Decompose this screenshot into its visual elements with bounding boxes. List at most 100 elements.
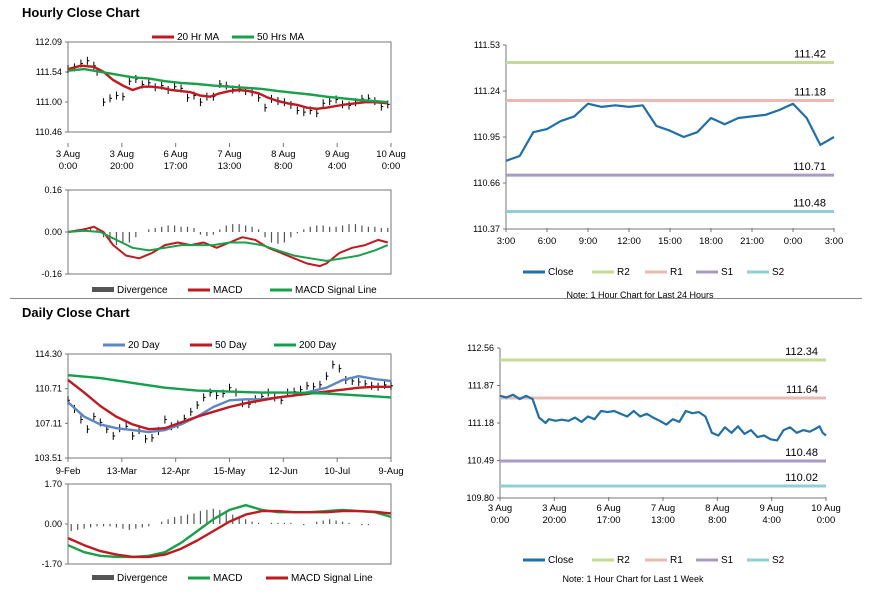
y-tick-label: 110.71 bbox=[35, 384, 62, 394]
y-tick-label: 112.56 bbox=[467, 343, 494, 353]
legend-label: 50 Day bbox=[215, 340, 247, 351]
x-tick-label: 7 Aug bbox=[651, 503, 675, 514]
signal-line bbox=[67, 509, 392, 559]
x-tick-label: 9-Feb bbox=[56, 466, 81, 477]
x-tick-label: 0:00 bbox=[784, 236, 803, 247]
y-tick-label: 110.46 bbox=[35, 127, 62, 137]
x-tick-label: 6 Aug bbox=[597, 503, 621, 514]
legend-label: S2 bbox=[772, 555, 785, 566]
x-tick-label: 8:00 bbox=[274, 161, 293, 172]
legend-label: 50 Hrs MA bbox=[257, 32, 305, 43]
x-tick-label: 3 Aug bbox=[542, 503, 566, 514]
legend-label: Divergence bbox=[117, 573, 168, 584]
close-line bbox=[505, 102, 835, 162]
y-tick-label: 111.00 bbox=[36, 97, 62, 107]
x-tick-label: 10 Aug bbox=[811, 503, 841, 514]
x-tick-label: 18:00 bbox=[699, 236, 723, 247]
legend-label: 20 Hr MA bbox=[177, 32, 220, 43]
level-label-r1: 111.18 bbox=[794, 87, 826, 99]
y-tick-label: 110.95 bbox=[473, 132, 500, 142]
legend-swatch bbox=[92, 287, 114, 292]
legend-label: 20 Day bbox=[128, 340, 160, 351]
x-tick-label: 17:00 bbox=[164, 161, 188, 172]
level-label-r1: 111.64 bbox=[786, 384, 818, 396]
x-tick-label: 13:00 bbox=[218, 161, 242, 172]
level-label-s1: 110.71 bbox=[793, 161, 826, 173]
x-tick-label: 3 Aug bbox=[56, 149, 80, 160]
y-tick-label: 110.37 bbox=[473, 224, 500, 234]
x-tick-label: 0:00 bbox=[382, 161, 401, 172]
y-tick-label: 1.70 bbox=[44, 479, 62, 489]
y-tick-label: -1.70 bbox=[41, 559, 62, 569]
hourly-levels-chart: 111.53 111.24 110.95 110.66 110.37 111.42 111.… bbox=[473, 40, 844, 300]
x-tick-label: 15-May bbox=[214, 466, 246, 477]
x-tick-label: 20:00 bbox=[542, 515, 566, 526]
legend-label: Close bbox=[548, 555, 574, 566]
x-tick-label: 8 Aug bbox=[271, 149, 295, 160]
y-tick-label: 0.00 bbox=[44, 227, 62, 237]
legend-label: R1 bbox=[670, 267, 683, 278]
level-label-s1: 110.48 bbox=[785, 447, 818, 459]
legend-label: Close bbox=[548, 267, 574, 278]
daily-levels-chart: 112.56 111.87 111.18 110.49 109.80 112.34 111.… bbox=[466, 343, 841, 584]
x-tick-label: 12-Apr bbox=[161, 466, 190, 477]
series-2-line bbox=[67, 67, 388, 104]
x-tick-label: 12:00 bbox=[617, 236, 641, 247]
level-label-s2: 110.48 bbox=[793, 198, 826, 210]
macd-line bbox=[67, 504, 392, 559]
y-tick-label: 111.54 bbox=[36, 67, 62, 77]
legend-label: R2 bbox=[617, 267, 630, 278]
x-tick-label: 0:00 bbox=[59, 161, 78, 172]
y-tick-label: 111.87 bbox=[468, 381, 494, 391]
section-divider bbox=[10, 298, 862, 299]
y-tick-label: 111.24 bbox=[474, 86, 500, 96]
series-1-line bbox=[67, 64, 388, 111]
y-tick-label: 110.66 bbox=[473, 178, 500, 188]
x-tick-label: 3 Aug bbox=[488, 503, 512, 514]
y-tick-label: 109.80 bbox=[466, 493, 494, 503]
legend-label: MACD bbox=[213, 285, 242, 296]
x-tick-label: 6:00 bbox=[538, 236, 557, 247]
legend-label: MACD bbox=[213, 573, 242, 584]
x-tick-label: 7 Aug bbox=[217, 149, 241, 160]
x-tick-label: 9:00 bbox=[579, 236, 598, 247]
y-tick-label: 0.16 bbox=[44, 185, 62, 195]
x-tick-label: 20:00 bbox=[110, 161, 134, 172]
x-tick-label: 0:00 bbox=[491, 515, 510, 526]
legend-label: Divergence bbox=[117, 285, 168, 296]
x-tick-label: 4:00 bbox=[762, 515, 781, 526]
legend-label: 200 Day bbox=[299, 340, 336, 351]
x-tick-label: 6 Aug bbox=[164, 149, 188, 160]
x-tick-label: 4:00 bbox=[328, 161, 347, 172]
x-tick-label: 3:00 bbox=[825, 236, 844, 247]
x-tick-label: 17:00 bbox=[597, 515, 621, 526]
daily-macd-chart: 1.70 0.00 -1.70 Divergence MACD MACD Signal L… bbox=[41, 479, 392, 584]
x-tick-label: 10 Aug bbox=[376, 149, 406, 160]
y-tick-label: 110.49 bbox=[467, 456, 494, 466]
x-tick-label: 3 Aug bbox=[110, 149, 134, 160]
x-tick-label: 9-Aug bbox=[378, 466, 403, 477]
x-tick-label: 13:00 bbox=[651, 515, 675, 526]
x-tick-label: 21:00 bbox=[740, 236, 764, 247]
legend-swatch bbox=[92, 575, 114, 580]
chart-note: Note: 1 Hour Chart for Last 24 Hours bbox=[566, 290, 714, 300]
series-1-line bbox=[67, 375, 392, 434]
close-line bbox=[499, 393, 827, 442]
x-tick-label: 9 Aug bbox=[325, 149, 349, 160]
y-tick-label: -0.16 bbox=[41, 269, 62, 279]
y-tick-label: 111.53 bbox=[474, 40, 500, 50]
chart-note: Note: 1 Hour Chart for Last 1 Week bbox=[563, 574, 704, 584]
legend-label: MACD Signal Line bbox=[291, 573, 373, 584]
series-3-line bbox=[67, 374, 392, 399]
x-tick-label: 9 Aug bbox=[760, 503, 784, 514]
signal-line bbox=[67, 229, 389, 262]
hourly-price-chart: 112.09 111.54 111.00 110.46 20 Hr MA 50 Hrs M… bbox=[35, 32, 406, 172]
x-tick-label: 8 Aug bbox=[705, 503, 729, 514]
x-tick-label: 15:00 bbox=[658, 236, 682, 247]
x-tick-label: 13-Mar bbox=[107, 466, 137, 477]
legend-label: R1 bbox=[670, 555, 683, 566]
x-tick-label: 3:00 bbox=[497, 236, 516, 247]
hourly-macd-chart: 0.16 0.00 -0.16 Divergence MACD MACD Signal L… bbox=[41, 185, 392, 296]
legend-label: R2 bbox=[617, 555, 630, 566]
